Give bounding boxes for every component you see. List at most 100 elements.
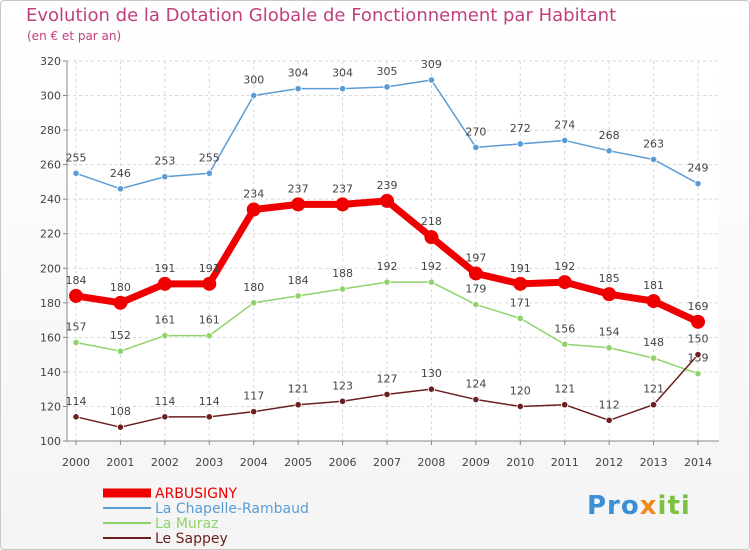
- x-tick-label: 2008: [417, 456, 445, 469]
- data-label-le-sappey: 150: [688, 333, 709, 346]
- data-point-la-muraz: [516, 314, 524, 322]
- data-point-la-muraz: [338, 285, 347, 293]
- chart-title: Evolution de la Dotation Globale de Fonc…: [26, 5, 617, 26]
- data-label-la-muraz: 171: [510, 296, 531, 309]
- data-label-le-sappey: 114: [154, 395, 175, 408]
- data-label-le-sappey: 108: [110, 405, 131, 418]
- x-tick-label: 2006: [329, 456, 357, 469]
- data-label-le-sappey: 130: [421, 367, 442, 380]
- data-point-la-muraz: [72, 338, 80, 347]
- y-tick-label: 260: [40, 159, 61, 172]
- data-label-arbusigny: 191: [154, 262, 175, 275]
- data-label-arbusigny: 234: [243, 188, 264, 201]
- data-label-le-sappey: 117: [243, 390, 264, 403]
- data-point-la-chapelle-rambaud: [383, 83, 391, 91]
- data-label-la-muraz: 156: [554, 322, 575, 335]
- data-label-la-chapelle-rambaud: 253: [154, 155, 175, 168]
- data-label-arbusigny: 239: [377, 179, 398, 192]
- data-point-la-muraz: [161, 332, 169, 340]
- data-point-arbusigny: [202, 276, 217, 291]
- data-label-la-chapelle-rambaud: 249: [688, 162, 709, 175]
- data-point-le-sappey: [338, 397, 347, 405]
- y-tick-label: 120: [40, 400, 61, 413]
- data-point-la-muraz: [294, 292, 302, 300]
- data-point-arbusigny: [380, 193, 394, 208]
- logo-part-2: x: [639, 491, 658, 521]
- data-point-arbusigny: [602, 287, 617, 302]
- data-point-le-sappey: [116, 423, 125, 431]
- data-label-la-muraz: 184: [288, 274, 309, 287]
- plot-area: [67, 61, 719, 441]
- data-point-le-sappey: [294, 401, 302, 409]
- data-point-arbusigny: [513, 276, 528, 291]
- data-point-la-chapelle-rambaud: [649, 155, 658, 164]
- data-label-la-muraz: 180: [243, 281, 264, 294]
- data-point-la-chapelle-rambaud: [472, 143, 480, 151]
- data-point-arbusigny: [557, 275, 572, 290]
- data-label-le-sappey: 127: [377, 372, 398, 385]
- data-label-la-muraz: 152: [110, 329, 131, 342]
- data-label-la-muraz: 154: [599, 326, 620, 339]
- data-point-la-chapelle-rambaud: [205, 169, 213, 177]
- data-label-le-sappey: 114: [66, 395, 87, 408]
- data-label-la-muraz: 161: [199, 314, 220, 327]
- data-point-arbusigny: [691, 314, 705, 329]
- data-point-la-muraz: [561, 340, 569, 348]
- data-label-la-chapelle-rambaud: 255: [199, 151, 220, 164]
- data-point-la-muraz: [649, 354, 658, 362]
- y-tick-label: 220: [40, 228, 61, 241]
- x-tick-label: 2010: [506, 456, 534, 469]
- y-tick-label: 300: [40, 90, 61, 103]
- data-label-arbusigny: 218: [421, 215, 442, 228]
- data-label-arbusigny: 184: [66, 274, 87, 287]
- data-point-arbusigny: [157, 276, 172, 291]
- data-point-arbusigny: [246, 202, 261, 217]
- x-tick-label: 2007: [373, 456, 401, 469]
- data-label-la-muraz: 192: [377, 260, 398, 273]
- data-point-le-sappey: [472, 395, 480, 404]
- data-point-arbusigny: [291, 197, 306, 212]
- data-label-le-sappey: 124: [465, 378, 486, 391]
- data-point-la-chapelle-rambaud: [116, 185, 125, 193]
- data-point-la-chapelle-rambaud: [427, 76, 436, 84]
- data-label-le-sappey: 114: [199, 395, 220, 408]
- y-tick-label: 240: [40, 193, 61, 206]
- data-point-la-muraz: [472, 300, 480, 309]
- data-label-la-chapelle-rambaud: 309: [421, 58, 442, 71]
- data-label-le-sappey: 112: [599, 398, 620, 411]
- data-label-le-sappey: 121: [554, 383, 575, 396]
- y-tick-label: 200: [40, 262, 61, 275]
- y-tick-label: 320: [40, 55, 61, 68]
- data-label-arbusigny: 181: [643, 279, 664, 292]
- data-point-la-chapelle-rambaud: [694, 180, 702, 188]
- data-point-la-muraz: [427, 278, 436, 286]
- data-point-le-sappey: [383, 390, 391, 398]
- data-point-la-chapelle-rambaud: [250, 91, 258, 100]
- data-label-la-chapelle-rambaud: 304: [288, 67, 309, 80]
- data-label-la-muraz: 192: [421, 260, 442, 273]
- data-point-arbusigny: [69, 288, 83, 303]
- data-point-le-sappey: [205, 413, 213, 421]
- data-label-la-muraz: 148: [643, 336, 664, 349]
- legend-label-la-muraz: La Muraz: [155, 516, 218, 532]
- data-label-la-chapelle-rambaud: 270: [465, 125, 486, 138]
- chart-subtitle: (en € et par an): [27, 29, 122, 43]
- data-point-le-sappey: [605, 416, 613, 424]
- x-tick-label: 2014: [684, 456, 712, 469]
- x-tick-label: 2003: [195, 456, 223, 469]
- y-tick-label: 180: [40, 297, 61, 310]
- data-point-la-chapelle-rambaud: [516, 140, 524, 148]
- data-point-la-muraz: [383, 278, 391, 286]
- data-point-le-sappey: [72, 413, 80, 421]
- legend-label-la-chapelle-rambaud: La Chapelle-Rambaud: [155, 501, 309, 517]
- data-label-la-muraz: 161: [154, 314, 175, 327]
- data-point-arbusigny: [468, 266, 483, 281]
- data-label-le-sappey: 120: [510, 384, 531, 397]
- data-label-arbusigny: 191: [199, 262, 220, 275]
- data-point-la-muraz: [250, 299, 258, 307]
- data-label-la-chapelle-rambaud: 274: [554, 118, 575, 131]
- data-label-arbusigny: 169: [688, 300, 709, 313]
- logo-part-3: iti: [657, 491, 691, 521]
- data-point-la-chapelle-rambaud: [338, 85, 347, 93]
